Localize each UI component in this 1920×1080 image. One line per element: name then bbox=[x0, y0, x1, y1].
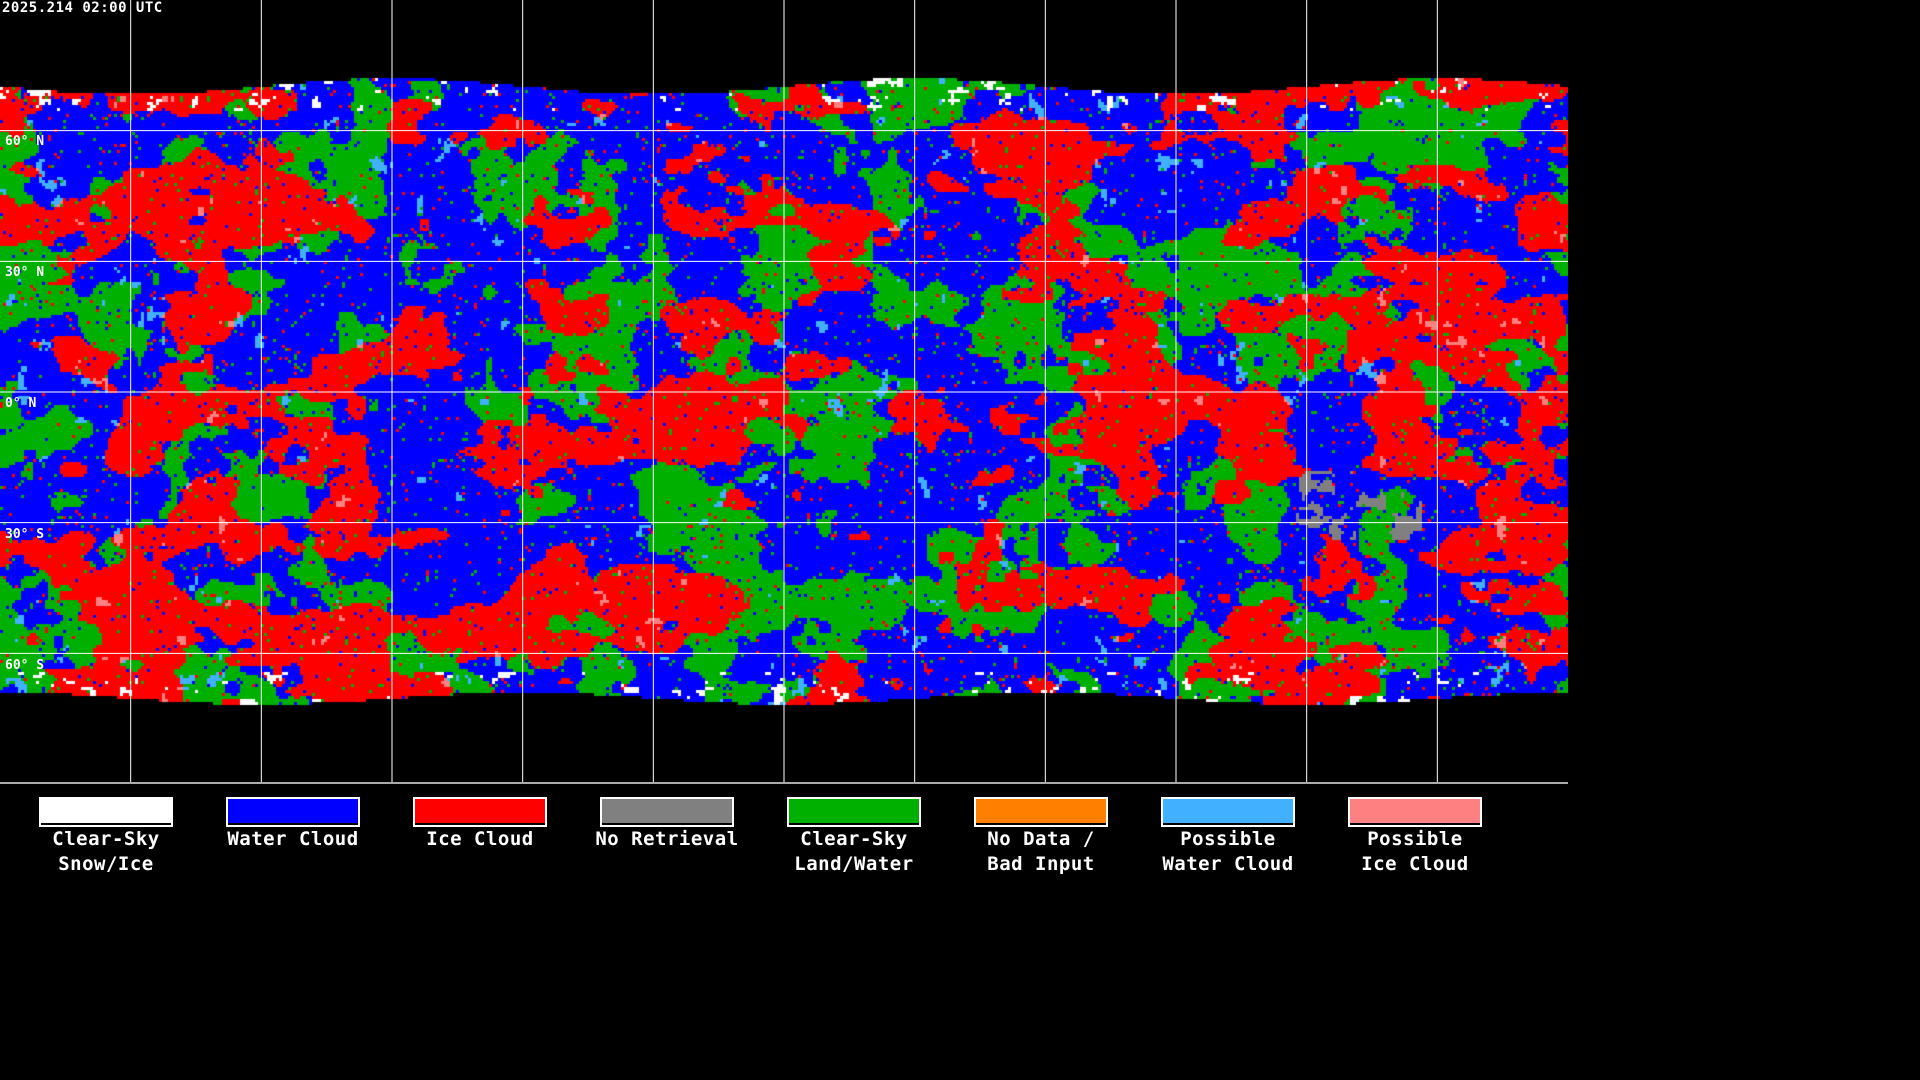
legend-item-clear-sky-land-water: Clear-Sky Land/Water bbox=[787, 797, 921, 875]
legend-swatch bbox=[413, 797, 547, 827]
timestamp-title: 2025.214 02:00 UTC bbox=[2, 0, 163, 16]
legend-label: Ice Cloud bbox=[1361, 853, 1469, 875]
cloud-phase-map-view: 2025.214 02:00 UTC 60° N 30° N 0° N 30° … bbox=[0, 0, 1568, 875]
legend-swatch bbox=[39, 797, 173, 827]
legend-label: Possible bbox=[1180, 828, 1276, 850]
legend-item-no-data: No Data / Bad Input bbox=[974, 797, 1108, 875]
legend-label: Water Cloud bbox=[1162, 853, 1294, 875]
legend-swatch bbox=[1348, 797, 1482, 827]
legend-swatch bbox=[1161, 797, 1295, 827]
legend-label: Clear-Sky bbox=[52, 828, 160, 850]
legend-label: Snow/Ice bbox=[58, 853, 154, 875]
legend-label: Possible bbox=[1367, 828, 1463, 850]
legend-item-ice-cloud: Ice Cloud bbox=[413, 797, 547, 850]
lat-label-60s: 60° S bbox=[5, 658, 45, 673]
legend-item-possible-water-cloud: Possible Water Cloud bbox=[1161, 797, 1295, 875]
legend-swatch bbox=[787, 797, 921, 827]
legend-item-water-cloud: Water Cloud bbox=[226, 797, 360, 850]
cloud-phase-map bbox=[0, 0, 1568, 782]
legend-item-clear-sky-snow-ice: Clear-Sky Snow/Ice bbox=[39, 797, 173, 875]
legend-label: Bad Input bbox=[987, 853, 1095, 875]
lat-label-0: 0° N bbox=[5, 396, 37, 411]
legend-divider bbox=[0, 782, 1568, 784]
legend-label: Land/Water bbox=[794, 853, 914, 875]
legend-swatch bbox=[226, 797, 360, 827]
lat-lon-grid bbox=[0, 0, 1568, 782]
legend-label: No Data / bbox=[987, 828, 1095, 850]
legend-swatch bbox=[600, 797, 734, 827]
lat-label-60n: 60° N bbox=[5, 134, 45, 149]
lat-label-30n: 30° N bbox=[5, 265, 45, 280]
legend-item-possible-ice-cloud: Possible Ice Cloud bbox=[1348, 797, 1482, 875]
legend-label: Clear-Sky bbox=[800, 828, 908, 850]
legend-label: Water Cloud bbox=[227, 828, 359, 850]
legend-label: No Retrieval bbox=[595, 828, 739, 850]
lat-label-30s: 30° S bbox=[5, 527, 45, 542]
legend-swatch bbox=[974, 797, 1108, 827]
legend-label: Ice Cloud bbox=[426, 828, 534, 850]
legend-item-no-retrieval: No Retrieval bbox=[595, 797, 738, 850]
